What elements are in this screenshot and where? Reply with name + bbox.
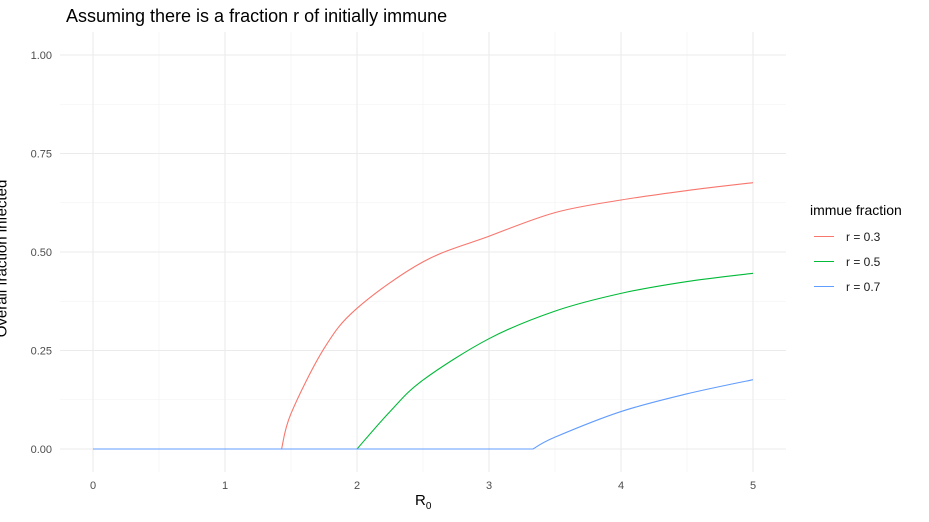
- legend-title: immue fraction: [810, 202, 902, 218]
- legend-swatch: [814, 286, 834, 287]
- legend-item-2: r = 0.5: [810, 249, 902, 274]
- x-tick-label: 2: [354, 480, 360, 492]
- x-axis-label-main: R: [415, 492, 426, 509]
- legend-label: r = 0.5: [846, 254, 881, 269]
- y-tick-label: 0.50: [31, 247, 52, 259]
- x-tick-label: 4: [618, 480, 624, 492]
- chart-title: Assuming there is a fraction r of initia…: [66, 6, 448, 26]
- series-line-1: [93, 182, 754, 450]
- legend-label: r = 0.3: [846, 229, 881, 244]
- series-line-3: [93, 379, 754, 450]
- grid-lines: [60, 32, 786, 472]
- legend-swatch: [814, 261, 834, 262]
- x-tick-label: 1: [222, 480, 228, 492]
- series-line-2: [93, 272, 754, 450]
- legend-items: r = 0.3 r = 0.5 r = 0.7: [810, 224, 902, 299]
- x-tick-label: 5: [750, 480, 756, 492]
- y-tick-label: 1.00: [31, 50, 52, 62]
- x-axis-label-subscript: 0: [425, 501, 432, 512]
- x-tick-label: 0: [90, 480, 96, 492]
- y-tick-labels: 0.00 0.25 0.50 0.75 1.00: [31, 50, 52, 456]
- legend-label: r = 0.7: [846, 279, 881, 294]
- legend-item-1: r = 0.3: [810, 224, 902, 249]
- x-tick-label: 3: [486, 480, 492, 492]
- y-tick-label: 0.75: [31, 149, 52, 161]
- y-tick-label: 0.25: [31, 346, 52, 358]
- y-axis-label: Overall fraction infected: [0, 179, 11, 338]
- x-tick-labels: 0 1 2 3 4 5: [90, 480, 756, 492]
- series-lines: [93, 182, 754, 450]
- legend-swatch: [814, 236, 834, 237]
- legend: immue fraction r = 0.3 r = 0.5 r = 0.7: [810, 202, 902, 299]
- x-axis-label: R0: [415, 492, 431, 512]
- y-tick-label: 0.00: [31, 444, 52, 456]
- legend-item-3: r = 0.7: [810, 274, 902, 299]
